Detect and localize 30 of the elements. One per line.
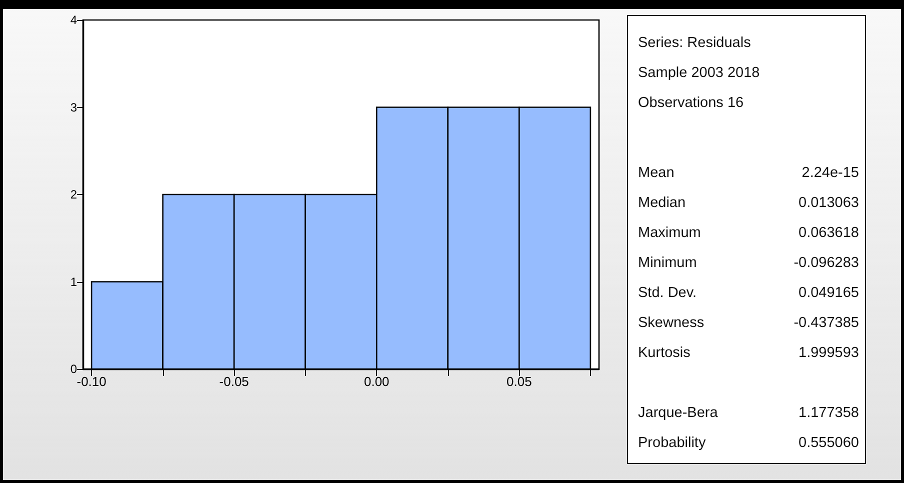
y-tick-label: 3 <box>70 100 78 114</box>
text: Sample 2003 2018 <box>638 64 761 83</box>
text: 0.555060 <box>798 435 859 451</box>
y-tick-label: 1 <box>70 274 78 289</box>
category-label: Maximum <box>638 224 702 243</box>
x-tick-label: -0.10 <box>76 374 106 389</box>
category-label: Std. Dev. <box>638 284 698 303</box>
y-tick-label: 0 <box>70 362 78 376</box>
category-label: Median <box>638 194 687 213</box>
text: 1.177358 <box>798 405 859 421</box>
category-label: Skewness <box>638 314 706 333</box>
text: 0.063618 <box>798 225 859 241</box>
category-label: Jarque-Bera <box>638 404 719 423</box>
text: 0.013063 <box>798 195 859 211</box>
category-label: Kurtosis <box>638 344 692 363</box>
text: 1.999593 <box>798 345 859 361</box>
x-tick-label: 0.05 <box>506 374 532 389</box>
text: Series: Residuals <box>638 34 752 53</box>
text: Observations 16 <box>638 94 745 113</box>
y-tick-label: 4 <box>70 13 78 27</box>
category-label: Minimum <box>638 254 698 273</box>
text: 0.049165 <box>798 285 859 301</box>
text: 2.24e-15 <box>802 165 859 181</box>
text: -0.437385 <box>794 315 859 331</box>
category-label: Mean <box>638 164 676 183</box>
y-tick-label: 2 <box>70 188 78 202</box>
text: -0.096283 <box>794 255 859 271</box>
category-label: Probability <box>638 434 707 453</box>
x-tick-label: -0.05 <box>219 374 249 389</box>
x-tick-label: 0.00 <box>364 374 390 389</box>
